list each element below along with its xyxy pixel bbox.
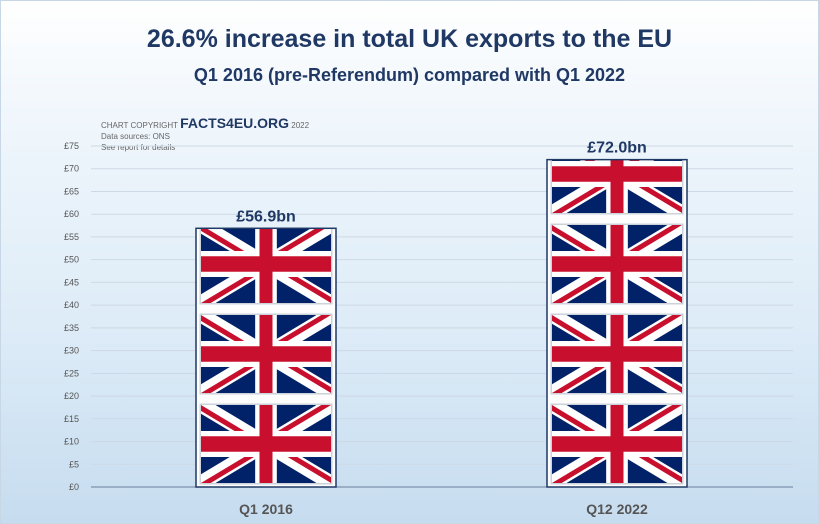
y-tick-label: £60 — [64, 209, 79, 219]
y-tick-label: £20 — [64, 391, 79, 401]
y-tick-label: £0 — [69, 482, 79, 492]
y-tick-label: £40 — [64, 300, 79, 310]
y-tick-label: £30 — [64, 346, 79, 356]
y-tick-label: £70 — [64, 164, 79, 174]
y-tick-label: £15 — [64, 414, 79, 424]
union-jack-flag-icon — [201, 225, 331, 303]
union-jack-flag-icon — [552, 45, 682, 123]
bar — [196, 135, 336, 487]
union-jack-flag-icon — [201, 405, 331, 483]
y-tick-label: £50 — [64, 255, 79, 265]
union-jack-flag-icon — [201, 315, 331, 393]
y-tick-label: £10 — [64, 437, 79, 447]
y-tick-label: £55 — [64, 232, 79, 242]
union-jack-flag-icon — [552, 315, 682, 393]
bar — [547, 45, 687, 487]
union-jack-flag-icon — [552, 405, 682, 483]
category-label: Q12 2022 — [586, 501, 648, 517]
y-tick-label: £5 — [69, 459, 79, 469]
y-tick-label: £75 — [64, 141, 79, 151]
data-label: £72.0bn — [587, 140, 647, 157]
y-tick-label: £45 — [64, 277, 79, 287]
category-label: Q1 2016 — [239, 501, 293, 517]
union-jack-flag-icon — [201, 135, 331, 213]
union-jack-flag-icon — [552, 225, 682, 303]
y-tick-label: £65 — [64, 186, 79, 196]
y-tick-label: £35 — [64, 323, 79, 333]
data-label: £56.9bn — [236, 208, 296, 225]
y-tick-label: £25 — [64, 368, 79, 378]
